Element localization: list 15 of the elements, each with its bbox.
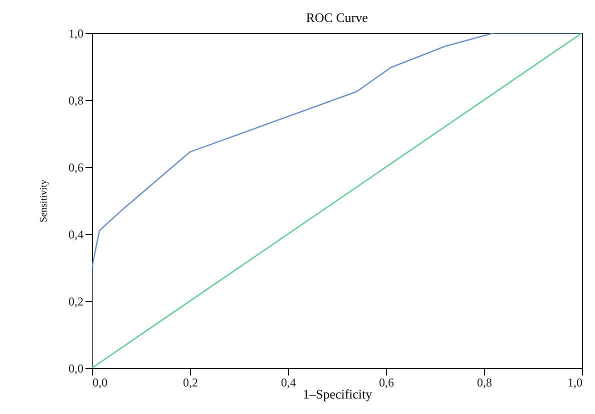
x-tick-label: 0,2 <box>183 376 198 390</box>
x-tick-label: 0,6 <box>379 376 394 390</box>
y-tick-label: 0,6 <box>68 160 84 174</box>
x-tick-label: 1,0 <box>568 376 582 390</box>
y-tick-label: 0,2 <box>68 294 84 308</box>
x-tick-label: 0,8 <box>477 376 492 390</box>
x-tick-label: 0,0 <box>92 376 108 390</box>
y-axis-title: Sensitivity <box>38 180 50 222</box>
chart-title: ROC Curve <box>306 10 368 25</box>
y-tick-label: 0,8 <box>68 94 84 108</box>
y-tick-label: 1,0 <box>68 26 84 40</box>
y-tick-label: 0,0 <box>68 362 84 376</box>
x-axis-title: 1–Specificity <box>302 386 373 402</box>
x-tick-label: 0,4 <box>281 376 296 390</box>
y-tick-label: 0,4 <box>68 228 84 242</box>
